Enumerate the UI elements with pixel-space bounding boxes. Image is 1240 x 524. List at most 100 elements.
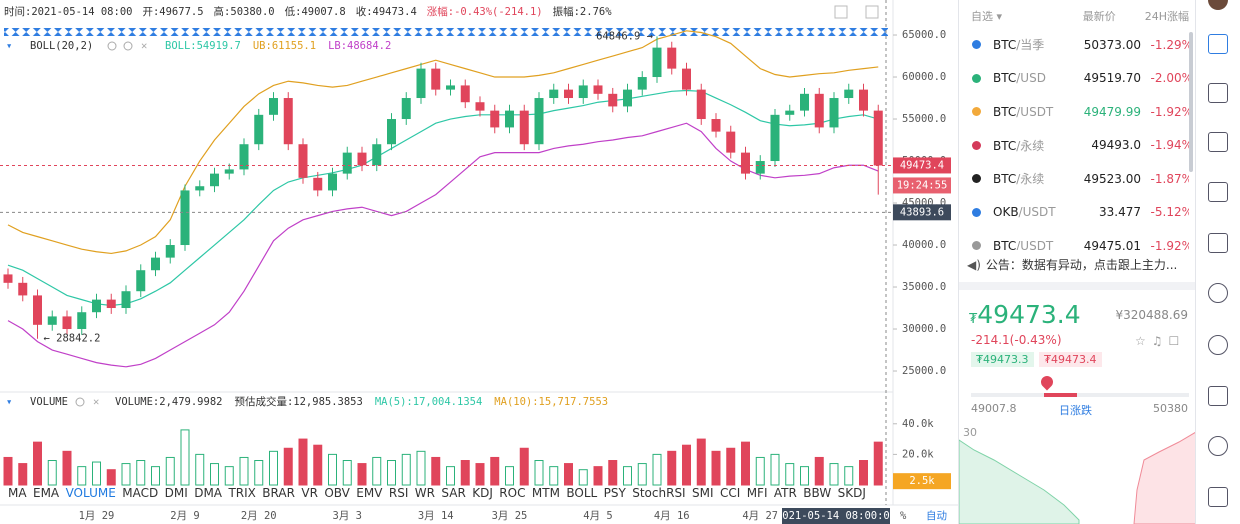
orders-icon[interactable] <box>1208 132 1228 152</box>
indicator-tab[interactable]: RSI <box>388 486 409 500</box>
eye-icon[interactable] <box>107 41 117 51</box>
help-icon[interactable] <box>1208 487 1228 507</box>
volume-bar <box>637 463 647 486</box>
indicator-tab[interactable]: MTM <box>531 486 560 500</box>
indicator-tab[interactable]: KDJ <box>472 486 493 500</box>
arrow: → <box>640 30 653 42</box>
event-markers <box>4 28 888 36</box>
x-tick-label: 3月 3 <box>333 510 362 522</box>
percent-toggle[interactable]: % <box>900 510 907 522</box>
watchlist-row[interactable]: BTC/USDT 49475.01 -1.92% <box>959 229 1189 250</box>
auto-toggle[interactable]: 自动 <box>926 509 947 522</box>
close-icon[interactable]: ✕ <box>141 40 147 52</box>
change: -1.94% <box>1150 138 1189 152</box>
volume-bar <box>608 460 618 486</box>
notice[interactable]: ◀) 公告：数据有异动，点击跟上主力... <box>967 256 1189 273</box>
tab[interactable]: 自选 ▾ <box>971 10 1003 23</box>
gear-icon[interactable] <box>75 397 85 407</box>
candle-body <box>829 98 839 128</box>
watchlist-row[interactable]: BTC/USD 49519.70 -2.00% <box>959 62 1189 95</box>
indicator-tab[interactable]: EMA <box>32 486 60 500</box>
low-value: 28842.2 <box>56 333 100 345</box>
indicator-tab[interactable]: WR <box>414 486 435 500</box>
candle-body <box>254 114 264 145</box>
indicator-tab[interactable]: VR <box>301 486 318 500</box>
currency: ₮ <box>969 312 978 327</box>
watchlist-header: 自选 ▾ 最新价 24H涨幅 <box>971 8 1189 24</box>
boll-band <box>7 30 879 255</box>
action-icons[interactable]: ☆♫☐ <box>1135 334 1186 348</box>
indicator-tab[interactable]: BRAR <box>262 486 295 500</box>
alarm-icon[interactable] <box>1208 283 1228 303</box>
candle-body <box>151 257 160 271</box>
volume-bar <box>416 450 426 486</box>
notes-icon[interactable] <box>1208 386 1228 406</box>
indicator-tab[interactable]: SKDJ <box>837 486 866 500</box>
indicator-tab[interactable]: StochRSI <box>632 486 686 500</box>
watchlist-row[interactable]: BTC/永续 49523.00 -1.87% <box>959 162 1189 195</box>
candle-body <box>460 85 470 103</box>
bid-badge: ₮49473.3 <box>971 352 1034 367</box>
indicator-tab[interactable]: BBW <box>803 486 832 500</box>
watchlist-row[interactable]: OKB/USDT 33.477 -5.12% <box>959 196 1189 229</box>
volume-bar <box>239 456 249 486</box>
base: BTC <box>993 104 1017 119</box>
collapse-icon[interactable]: ▾ <box>6 396 12 408</box>
candle-body <box>387 119 396 145</box>
indicator-tab[interactable]: TRIX <box>228 486 256 500</box>
indicator-tab[interactable]: DMI <box>164 486 188 500</box>
indicator-tab[interactable]: OBV <box>324 486 350 500</box>
gear-icon[interactable] <box>123 41 133 51</box>
volume-bar <box>800 466 809 486</box>
indicator-tab[interactable]: VOLUME <box>65 486 116 500</box>
candle-body <box>505 110 514 128</box>
candle-body <box>564 89 573 99</box>
candle-body <box>726 131 736 153</box>
indicator-tab[interactable]: MACD <box>122 486 159 500</box>
candle-body <box>844 89 854 99</box>
indicator-tab[interactable]: MA <box>8 486 27 500</box>
indicator-tab[interactable]: EMV <box>356 486 383 500</box>
volume-bar <box>342 460 352 486</box>
indicator-tab[interactable]: DMA <box>194 486 223 500</box>
collapse-icon[interactable]: ▾ <box>6 40 12 52</box>
bars-icon[interactable] <box>1208 182 1228 202</box>
watchlist-row[interactable]: BTC/当季 50373.00 -1.29% <box>959 28 1189 61</box>
volume-bar <box>18 463 28 486</box>
volume-bar <box>3 456 13 486</box>
watchlist-icon[interactable] <box>1208 34 1228 54</box>
volume-bar <box>623 466 632 486</box>
avatar[interactable] <box>1208 0 1228 10</box>
candle-body <box>165 245 175 258</box>
y-tick-label: 65000.0 <box>902 29 946 41</box>
volume-bar <box>534 460 544 486</box>
candle-body <box>92 299 101 313</box>
indicator-tab[interactable]: ATR <box>773 486 797 500</box>
candle-body <box>224 169 234 174</box>
header-field: 开:49677.5 <box>142 6 203 18</box>
watchlist-row[interactable]: BTC/永续 49493.0 -1.94% <box>959 129 1189 162</box>
close-icon[interactable]: ✕ <box>93 396 99 408</box>
indicator-tab[interactable]: CCI <box>719 486 741 500</box>
add-icon[interactable] <box>1208 233 1228 253</box>
volume-bar <box>873 441 883 486</box>
tool-icon[interactable] <box>865 5 879 19</box>
col-header: 最新价 <box>1082 10 1116 23</box>
chart: ✕ ✕ ▾ ▾ 时间:2021-05-14 08:00 开:49677.5 高:50… <box>0 0 958 524</box>
indicator-tab[interactable]: BOLL <box>566 486 598 500</box>
indicator-tab[interactable]: SAR <box>441 486 466 500</box>
indicator-tab[interactable]: PSY <box>603 486 626 500</box>
indicator-tab[interactable]: ROC <box>499 486 526 500</box>
volume-bar <box>844 466 854 486</box>
support-icon[interactable] <box>1208 436 1228 456</box>
change: -2.00% <box>1150 71 1189 85</box>
last-price-label: 49473.4 <box>900 159 944 171</box>
tool-icon[interactable] <box>834 5 848 19</box>
watchlist-row[interactable]: BTC/USDT 49479.99 -1.92% <box>959 95 1189 128</box>
chart-icon[interactable] <box>1208 83 1228 103</box>
draw-icon[interactable] <box>1208 335 1228 355</box>
coin-icon <box>972 73 981 83</box>
indicator-tab[interactable]: SMI <box>692 486 714 500</box>
indicator-tab[interactable]: MFI <box>746 486 768 500</box>
candle-body <box>578 85 588 99</box>
